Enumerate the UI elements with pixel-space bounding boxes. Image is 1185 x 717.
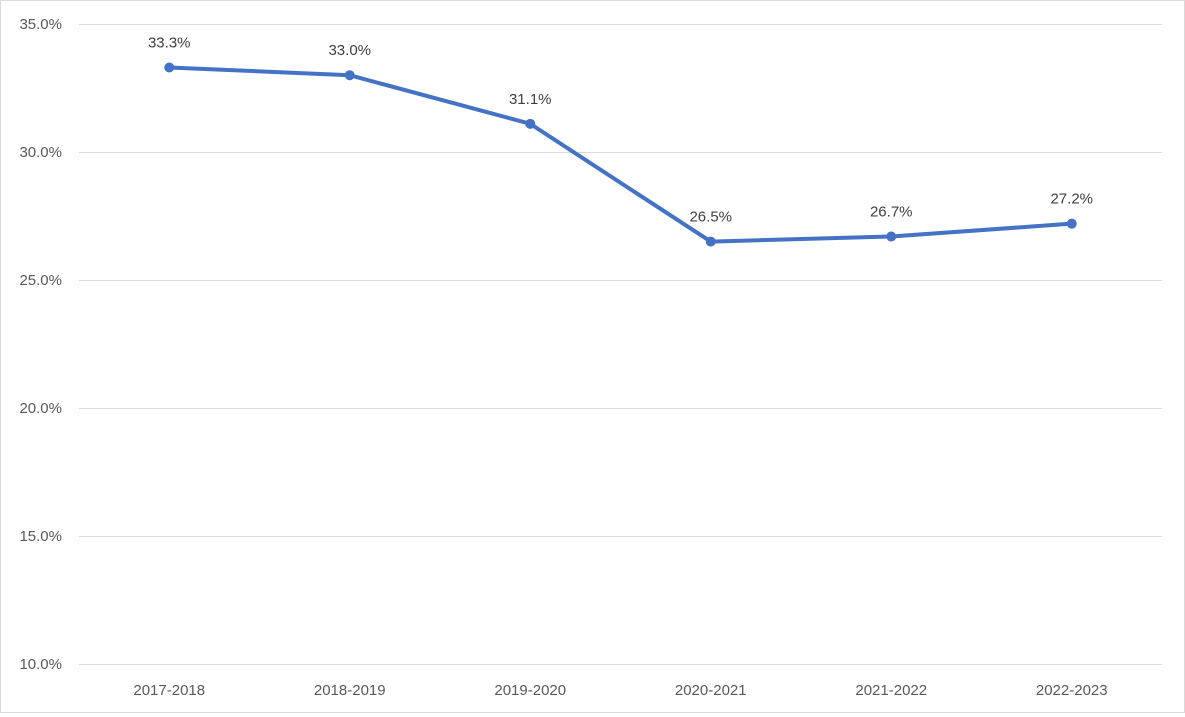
data-label: 27.2% bbox=[1050, 191, 1093, 208]
x-tick-label: 2020-2021 bbox=[675, 682, 747, 699]
y-tick-label: 15.0% bbox=[19, 528, 62, 545]
data-point bbox=[705, 236, 716, 247]
y-tick-label: 30.0% bbox=[19, 144, 62, 161]
data-label: 31.1% bbox=[509, 91, 552, 108]
series-line bbox=[167, 65, 1074, 244]
x-tick-label: 2018-2019 bbox=[314, 682, 386, 699]
data-label: 26.5% bbox=[689, 209, 732, 226]
data-label: 26.7% bbox=[870, 203, 913, 220]
data-point bbox=[525, 118, 536, 129]
y-tick-label: 35.0% bbox=[19, 16, 62, 33]
data-point bbox=[886, 231, 897, 242]
x-axis-tick-labels: 2017-2018 2018-2019 2019-2020 2020-2021 2021… bbox=[133, 682, 1107, 699]
x-tick-label: 2017-2018 bbox=[133, 682, 205, 699]
gridlines bbox=[79, 24, 1162, 665]
x-tick-label: 2019-2020 bbox=[494, 682, 566, 699]
y-tick-label: 10.0% bbox=[19, 656, 62, 673]
x-tick-label: 2022-2023 bbox=[1036, 682, 1108, 699]
x-tick-label: 2021-2022 bbox=[855, 682, 927, 699]
data-labels: 33.3% 33.0% 31.1% 26.5% 26.7% 27.2% bbox=[148, 35, 1093, 226]
data-label: 33.0% bbox=[328, 42, 371, 59]
data-point bbox=[1066, 218, 1077, 229]
data-point bbox=[344, 70, 355, 81]
y-tick-label: 20.0% bbox=[19, 400, 62, 417]
y-axis-tick-labels: 10.0% 15.0% 20.0% 25.0% 30.0% 35.0% bbox=[19, 16, 62, 673]
data-label: 33.3% bbox=[148, 35, 191, 52]
y-tick-label: 25.0% bbox=[19, 272, 62, 289]
data-point bbox=[164, 62, 175, 73]
series-layer bbox=[164, 62, 1077, 247]
